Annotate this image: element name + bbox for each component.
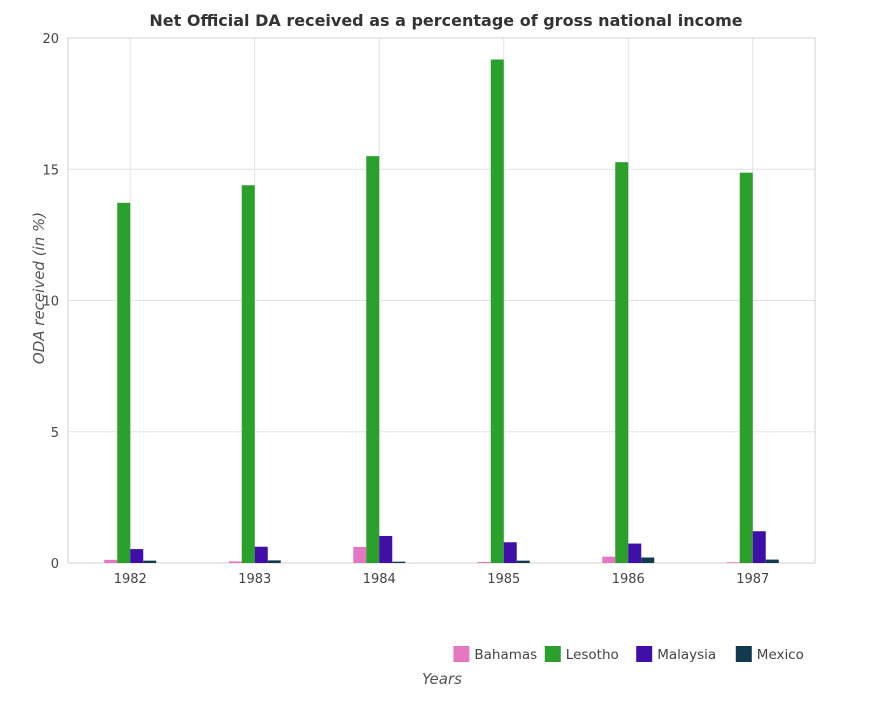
legend-label-lesotho: Lesotho	[566, 647, 619, 663]
bar-mexico-1987	[765, 559, 779, 563]
bar-malaysia-1983	[254, 546, 268, 563]
x-tick-label: 1983	[238, 572, 271, 587]
x-tick-label: 1987	[736, 572, 769, 587]
bar-bahamas-1986	[602, 556, 616, 563]
y-tick-label: 10	[42, 295, 59, 310]
bar-bahamas-1984	[353, 546, 367, 563]
x-axis-label: Years	[422, 670, 462, 688]
grid-lines	[68, 37, 815, 564]
bars	[104, 59, 779, 564]
legend-swatch-malaysia	[636, 646, 653, 662]
y-tick-label: 15	[42, 163, 59, 178]
bar-bahamas-1982	[104, 559, 118, 563]
bar-lesotho-1985	[490, 59, 504, 564]
y-tick-label: 5	[51, 426, 59, 441]
bar-malaysia-1985	[503, 542, 517, 563]
bar-lesotho-1982	[117, 202, 131, 563]
legend-label-bahamas: Bahamas	[474, 647, 537, 663]
bar-bahamas-1983	[228, 561, 242, 563]
plot-frame	[67, 37, 816, 564]
x-tick-label: 1984	[363, 572, 396, 587]
bar-malaysia-1982	[130, 549, 144, 563]
bar-lesotho-1983	[241, 185, 255, 563]
legend-swatch-bahamas	[453, 646, 470, 662]
legend-swatch-lesotho	[544, 646, 561, 662]
y-axis-label: ODA received (in %)	[30, 212, 48, 364]
bar-mexico-1984	[392, 561, 406, 563]
x-tick-label: 1986	[612, 572, 645, 587]
bar-bahamas-1985	[477, 561, 491, 563]
bar-mexico-1983	[267, 560, 281, 563]
bar-lesotho-1986	[615, 162, 629, 563]
axes: 0 5 10 15 20 1982 1983 1984 1985 1986 1987	[42, 32, 816, 587]
legend: Bahamas Lesotho Malaysia Mexico	[453, 646, 804, 663]
legend-label-malaysia: Malaysia	[657, 647, 716, 663]
y-tick-label: 0	[51, 557, 59, 572]
x-tick-label: 1982	[114, 572, 147, 587]
bar-lesotho-1984	[366, 156, 380, 563]
legend-swatch-mexico	[735, 646, 752, 662]
bar-bahamas-1987	[726, 562, 740, 563]
legend-label-mexico: Mexico	[757, 647, 804, 663]
chart-title: Net Official DA received as a percentage…	[149, 11, 742, 30]
x-tick-label: 1985	[487, 572, 520, 587]
bar-lesotho-1987	[739, 172, 753, 563]
bar-malaysia-1986	[628, 543, 642, 563]
bar-malaysia-1984	[379, 535, 393, 563]
bar-mexico-1982	[143, 560, 157, 563]
bar-malaysia-1987	[752, 531, 766, 563]
bar-mexico-1986	[641, 557, 655, 563]
y-tick-label: 20	[42, 32, 59, 47]
bar-mexico-1985	[516, 560, 530, 563]
